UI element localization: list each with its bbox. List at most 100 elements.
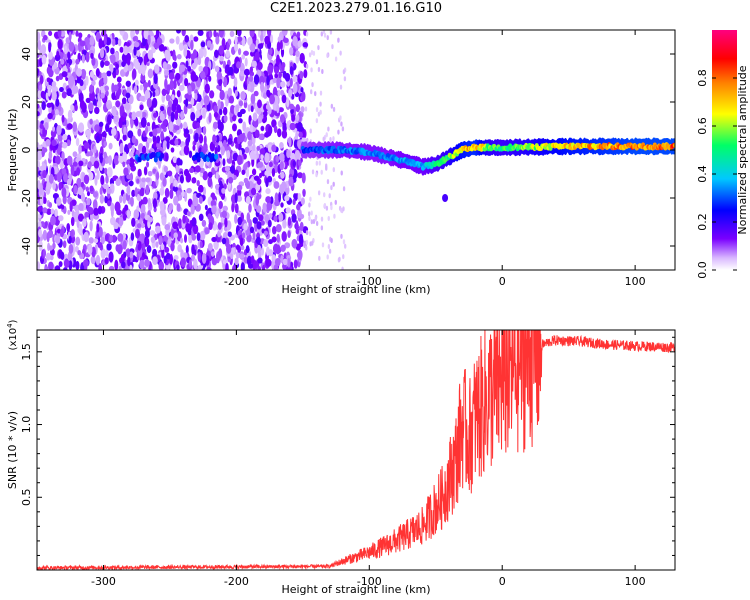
spectrogram-cell	[243, 50, 249, 56]
spectrogram-cell	[112, 72, 117, 79]
spectrogram-cell	[188, 259, 192, 268]
spectrogram-cell	[152, 128, 158, 137]
spectrogram-cell	[155, 172, 160, 181]
spectrogram-cell	[252, 112, 258, 122]
spectrogram-cell	[43, 34, 48, 41]
spectrogram-cell	[116, 244, 123, 255]
spectrogram-cell	[310, 219, 314, 225]
spectrogram-cell	[123, 126, 127, 136]
spectrogram-cell	[173, 54, 177, 62]
spectrogram-cell	[100, 236, 105, 245]
spectrogram-cell	[38, 84, 43, 92]
spectrogram-cell	[46, 208, 52, 216]
spectrogram-cell	[140, 222, 145, 229]
spectrogram-cell	[265, 188, 271, 195]
spectrogram-cell	[272, 77, 277, 84]
spectrogram-cell	[41, 147, 48, 153]
spectrogram-cell	[106, 166, 113, 178]
spectrogram-cell	[108, 142, 113, 150]
spectrogram-y-tick-label: 0	[20, 147, 33, 154]
spectrogram-cell	[139, 95, 145, 102]
spectrogram-cell	[122, 193, 127, 204]
spectrogram-cell	[204, 227, 210, 235]
spectrogram-cell	[207, 242, 213, 251]
spectrogram-cell	[142, 243, 146, 250]
spectrogram-x-axis-label: Height of straight line (km)	[281, 283, 430, 296]
spectrogram-cell	[147, 79, 151, 88]
spectrogram-cell	[46, 66, 51, 75]
spectrogram-cell	[44, 121, 49, 131]
spectrogram-cell	[131, 189, 136, 198]
spectrogram-cell	[250, 105, 254, 113]
spectrogram-cell	[209, 90, 215, 99]
spectrogram-cell	[161, 216, 167, 226]
spectrogram-cell	[72, 151, 78, 158]
spectrogram-cell	[196, 156, 201, 163]
spectrogram-cell	[339, 84, 343, 90]
spectrogram-cell	[58, 215, 64, 222]
spectrogram-cell	[98, 226, 103, 238]
spectrogram-cell	[204, 83, 210, 94]
spectrogram-cell	[75, 236, 81, 246]
spectrogram-cell	[87, 244, 93, 255]
spectrogram-cell	[241, 232, 246, 239]
spectrogram-cell	[245, 196, 251, 205]
spectrogram-cell	[47, 112, 53, 120]
spectrogram-cell	[256, 205, 262, 213]
spectrogram-cell	[232, 264, 237, 270]
spectrogram-cell	[45, 138, 51, 147]
spectrogram-cell	[79, 99, 85, 110]
spectrogram-cell	[165, 94, 171, 102]
spectrogram-cell	[219, 55, 224, 62]
spectrogram-cell	[80, 181, 85, 188]
spectrogram-cell	[76, 68, 82, 77]
spectrogram-cell	[99, 48, 105, 59]
spectrogram-cell	[106, 114, 112, 125]
spectrogram-cell	[202, 126, 207, 136]
spectrogram-cell	[180, 237, 184, 244]
spectrogram-cell	[225, 262, 229, 270]
spectrogram-cell	[234, 257, 239, 266]
colorbar-tick-label: 0.4	[696, 165, 709, 183]
spectrogram-cell	[180, 190, 185, 198]
spectrogram-cell	[222, 158, 226, 167]
spectrogram-cell	[340, 170, 343, 176]
spectrogram-cell	[141, 66, 146, 76]
spectrogram-cell	[257, 116, 262, 124]
spectrogram-cell	[226, 149, 231, 160]
spectrogram-cell	[84, 264, 88, 270]
spectrogram-cell	[199, 230, 206, 241]
spectrogram-cell	[67, 109, 73, 120]
spectrogram-cell	[293, 259, 298, 269]
spectrogram-cell	[286, 265, 293, 270]
spectrogram-cell	[133, 45, 137, 56]
spectrogram-cell	[52, 242, 56, 250]
spectrogram-cell	[152, 248, 158, 257]
spectrogram-cell	[210, 199, 217, 208]
spectrogram-cell	[208, 30, 213, 38]
spectrogram-cell	[242, 121, 247, 132]
spectrogram-cell	[218, 200, 223, 210]
spectrogram-cell	[325, 132, 328, 138]
spectrogram-cell	[108, 155, 112, 166]
spectrogram-cell	[110, 47, 115, 55]
spectrogram-cell	[243, 68, 250, 76]
spectrogram-cell	[308, 52, 312, 58]
spectrogram-cell	[127, 130, 134, 139]
spectrogram-cell	[61, 71, 68, 78]
spectrogram-cell	[160, 201, 165, 211]
spectrogram-cell	[63, 172, 68, 183]
spectrogram-cell	[66, 123, 73, 130]
spectrogram-cell	[37, 119, 40, 130]
spectrogram-cell	[181, 30, 186, 37]
spectrogram-cell	[262, 202, 267, 213]
spectrogram-cell	[191, 62, 197, 70]
spectrogram-cell	[197, 251, 202, 262]
spectrogram-cell	[162, 119, 168, 127]
spectrogram-cell	[103, 60, 110, 66]
spectrogram-cell	[83, 142, 90, 150]
spectrogram-cell	[178, 84, 185, 92]
spectrogram-cell	[136, 178, 140, 184]
spectrogram-cell	[48, 202, 53, 208]
